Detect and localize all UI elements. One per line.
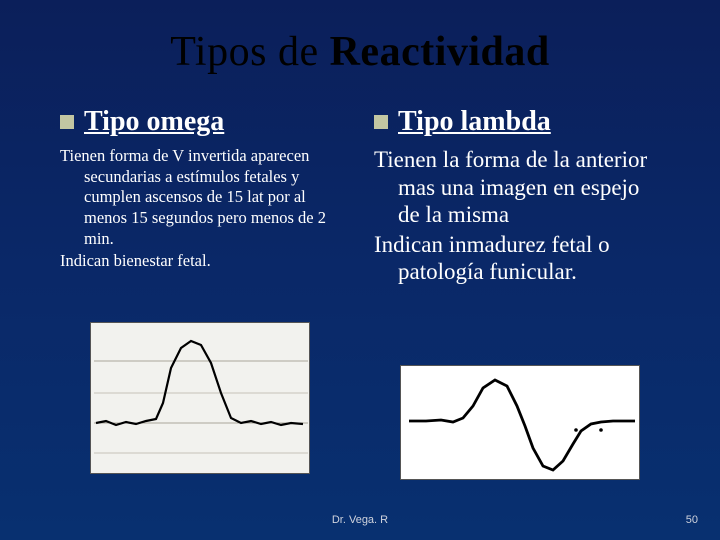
heading-row-right: Tipo lambda	[374, 106, 660, 138]
bullet-icon	[374, 115, 388, 129]
footer-page-number: 50	[686, 514, 698, 526]
heading-left: Tipo omega	[84, 106, 224, 138]
omega-chart	[90, 322, 310, 474]
left-para-0: Tienen forma de V invertida aparecen sec…	[84, 146, 346, 249]
bullet-icon	[60, 115, 74, 129]
title-part1: Tipos de	[170, 29, 329, 75]
body-left: Tienen forma de V invertida aparecen sec…	[60, 146, 346, 272]
omega-chart-svg	[91, 323, 311, 475]
lambda-chart	[400, 365, 640, 480]
lambda-chart-svg	[401, 366, 641, 481]
right-para-0: Tienen la forma de la anterior mas una i…	[398, 146, 660, 229]
title-part2: Reactividad	[330, 29, 550, 75]
heading-row-left: Tipo omega	[60, 106, 346, 138]
body-right: Tienen la forma de la anterior mas una i…	[374, 146, 660, 286]
right-para-1: Indican inmadurez fetal o patología funi…	[398, 231, 660, 286]
footer-author: Dr. Vega. R	[0, 514, 720, 526]
column-left: Tipo omega Tienen forma de V invertida a…	[60, 106, 346, 288]
slide-title: Tipos de Reactividad	[60, 28, 660, 76]
columns: Tipo omega Tienen forma de V invertida a…	[60, 106, 660, 288]
column-right: Tipo lambda Tienen la forma de la anteri…	[374, 106, 660, 288]
heading-right: Tipo lambda	[398, 106, 551, 138]
left-para-1: Indican bienestar fetal.	[84, 251, 346, 272]
slide: Tipos de Reactividad Tipo omega Tienen f…	[0, 0, 720, 540]
